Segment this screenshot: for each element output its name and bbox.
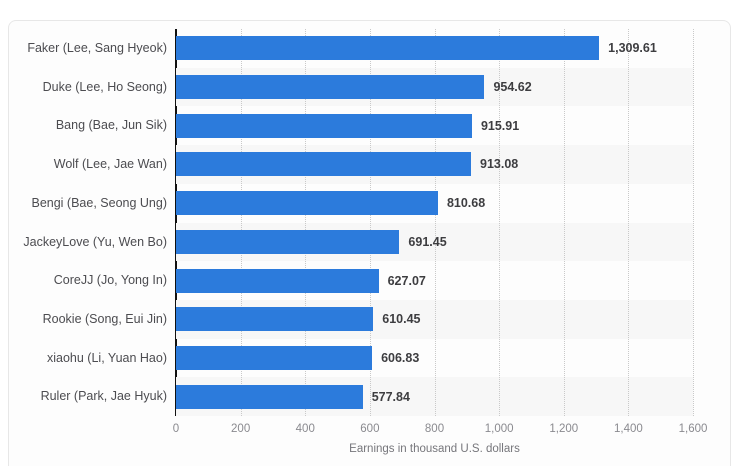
- gridline: [369, 29, 371, 416]
- x-tick-label: 1,200: [549, 423, 579, 435]
- x-axis-title: Earnings in thousand U.S. dollars: [349, 443, 520, 455]
- value-label: 1,309.61: [608, 41, 657, 56]
- value-label: 915.91: [480, 118, 520, 133]
- gridline: [434, 29, 436, 416]
- value-label: 610.45: [382, 312, 421, 327]
- x-tick-label: 0: [172, 423, 180, 435]
- category-label: Faker (Lee, Sang Hyeok): [27, 41, 167, 55]
- gridline: [499, 29, 501, 416]
- bar-Rookie (Song, Eui Jin): [176, 307, 374, 332]
- gridline: [693, 29, 694, 416]
- value-label: 810.68: [446, 196, 486, 211]
- x-tick-label: 600: [360, 423, 380, 435]
- bar-Ruler (Park, Jae Hyuk): [176, 384, 363, 409]
- bar-Duke (Lee, Ho Seong): [176, 75, 485, 100]
- value-label: 913.08: [480, 157, 519, 172]
- gridline: [628, 29, 630, 416]
- category-label: Bang (Bae, Jun Sik): [55, 118, 167, 133]
- x-tick-label: 1,400: [613, 423, 643, 435]
- category-label: Duke (Lee, Ho Seong): [42, 79, 167, 94]
- category-label: Bengi (Bae, Seong Ung): [31, 195, 167, 210]
- gridline: [563, 29, 565, 416]
- category-label: Ruler (Park, Jae Hyuk): [40, 389, 167, 404]
- bar-Bengi (Bae, Seong Ung): [176, 191, 438, 216]
- category-label: Rookie (Song, Eui Jin): [42, 311, 167, 326]
- chart-card: 1,309.61 954.62 915.91 913.08 810.68 691.45 62…: [8, 20, 731, 466]
- value-label: 577.84: [371, 389, 410, 404]
- bar-Wolf (Lee, Jae Wan): [176, 152, 472, 177]
- value-label: 954.62: [493, 80, 532, 95]
- value-label: 627.07: [387, 273, 426, 288]
- category-label: Wolf (Lee, Jae Wan): [53, 157, 167, 172]
- bar-Bang (Bae, Jun Sik): [176, 113, 472, 138]
- category-label: xiaohu (Li, Yuan Hao): [47, 350, 167, 365]
- x-tick-label: 400: [295, 423, 315, 435]
- gridline: [240, 29, 242, 416]
- bar-xiaohu (Li, Yuan Hao): [176, 345, 373, 370]
- bar-chart-plot-area: 1,309.61 954.62 915.91 913.08 810.68 691.45 62…: [175, 29, 694, 416]
- category-label: JackeyLove (Yu, Wen Bo): [23, 234, 167, 249]
- bar-Faker (Lee, Sang Hyeok): [176, 36, 600, 61]
- x-tick-label: 800: [424, 423, 445, 435]
- x-tick-label: 200: [231, 423, 251, 435]
- category-label: CoreJJ (Jo, Yong In): [53, 273, 167, 288]
- bar-JackeyLove (Yu, Wen Bo): [176, 229, 400, 254]
- x-tick-label: 1,600: [678, 423, 708, 435]
- bar-CoreJJ (Jo, Yong In): [176, 268, 379, 293]
- value-label: 691.45: [408, 234, 447, 249]
- gridline: [305, 29, 307, 416]
- x-tick-label: 1,000: [484, 423, 514, 435]
- value-label: 606.83: [381, 350, 420, 365]
